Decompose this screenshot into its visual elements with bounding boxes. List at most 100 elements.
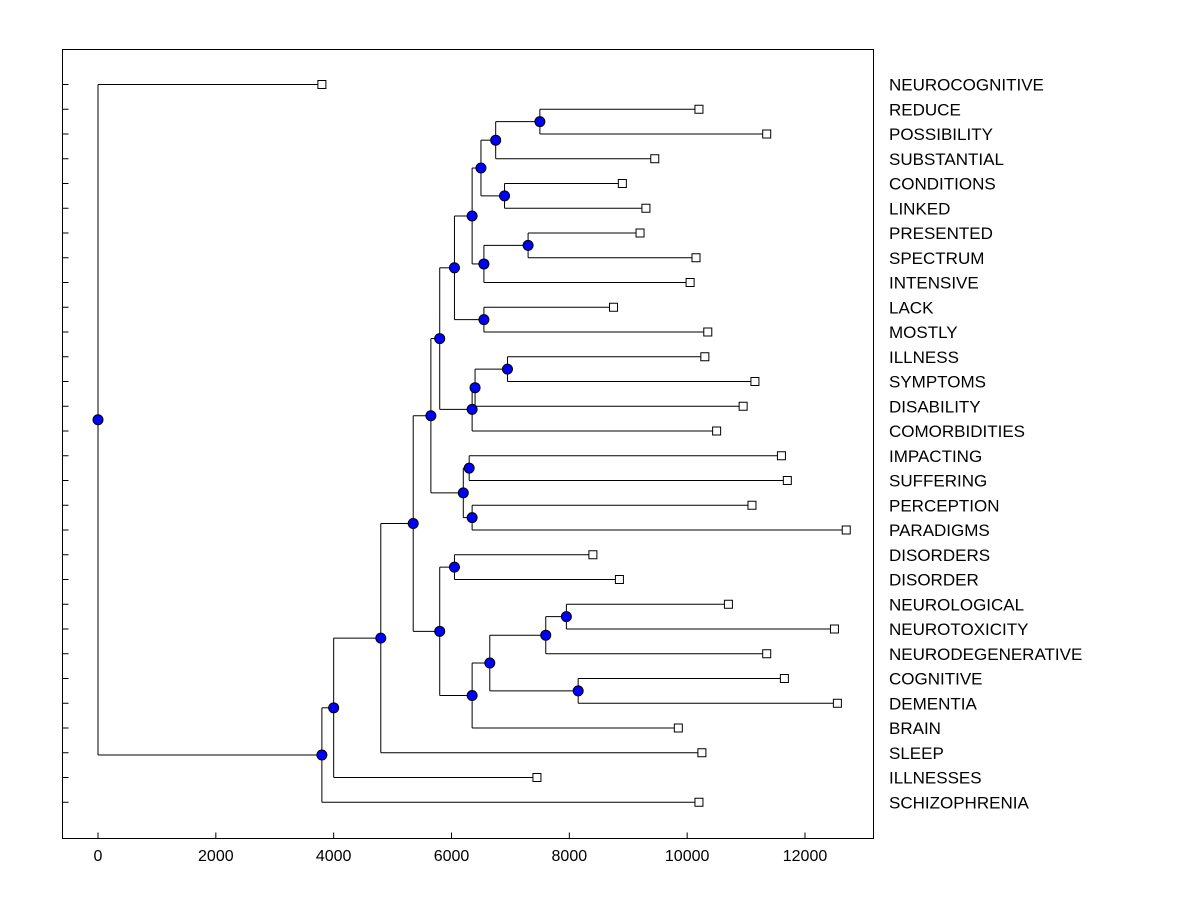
- x-tick-label: 10000: [665, 848, 710, 865]
- leaf-markers: [317, 80, 851, 807]
- leaf-marker: [691, 253, 701, 263]
- merge-node: [407, 518, 419, 530]
- leaf-marker: [694, 797, 704, 807]
- merge-nodes: [92, 116, 584, 761]
- x-tick-label: 12000: [783, 848, 828, 865]
- leaf-marker: [609, 302, 619, 312]
- leaf-marker: [650, 154, 660, 164]
- plot-frame: [62, 49, 874, 839]
- leaf-marker: [588, 550, 598, 560]
- leaf-marker: [614, 575, 624, 584]
- leaf-marker: [779, 674, 789, 683]
- merge-node: [316, 749, 328, 761]
- merge-node: [457, 487, 469, 499]
- leaf-label: DISORDERS: [889, 546, 990, 565]
- leaf-label: NEUROLOGICAL: [889, 595, 1024, 614]
- merge-node: [522, 239, 534, 251]
- merge-node: [434, 333, 446, 345]
- merge-node: [475, 162, 487, 174]
- leaf-marker: [712, 426, 722, 436]
- leaf-marker: [703, 327, 713, 337]
- leaf-label: LACK: [889, 298, 934, 317]
- leaf-label: BRAIN: [889, 719, 941, 738]
- leaf-marker: [635, 228, 645, 238]
- leaf-label: POSSIBILITY: [889, 125, 993, 144]
- leaf-labels: NEUROCOGNITIVE REDUCE POSSIBILITY SUBSTANTI…: [889, 76, 1082, 813]
- leaf-marker: [694, 104, 704, 114]
- leaf-label: NEURODEGENERATIVE: [889, 645, 1082, 664]
- leaf-marker: [738, 401, 748, 411]
- leaf-marker: [782, 476, 792, 485]
- merge-node: [92, 414, 104, 426]
- leaf-marker: [762, 129, 772, 139]
- leaf-marker: [723, 599, 733, 609]
- leaf-label: MOSTLY: [889, 323, 958, 342]
- leaf-label: INTENSIVE: [889, 274, 979, 293]
- leaf-label: SUFFERING: [889, 472, 987, 491]
- leaf-marker: [532, 773, 542, 782]
- merge-node: [540, 629, 552, 641]
- x-tick-label: 6000: [434, 848, 470, 865]
- merge-node: [328, 702, 340, 714]
- leaf-ticks: [62, 84, 69, 803]
- x-tick-label: 8000: [552, 848, 588, 865]
- leaf-label: REDUCE: [889, 100, 961, 119]
- leaf-label: DEMENTIA: [889, 694, 978, 713]
- merge-node: [499, 190, 511, 202]
- merge-node: [484, 657, 496, 669]
- x-tick-label: 2000: [198, 848, 234, 865]
- leaf-label: PARADIGMS: [889, 521, 990, 540]
- merge-node: [448, 561, 460, 573]
- leaf-marker: [829, 624, 839, 634]
- merge-node: [490, 134, 502, 146]
- leaf-marker: [697, 748, 707, 758]
- merge-node: [469, 382, 481, 394]
- leaf-label: CONDITIONS: [889, 175, 996, 194]
- leaf-label: DISABILITY: [889, 397, 981, 416]
- leaf-marker: [841, 525, 851, 535]
- leaf-marker: [762, 649, 772, 659]
- leaf-label: ILLNESS: [889, 348, 959, 367]
- leaf-marker: [832, 698, 842, 708]
- leaf-marker: [747, 500, 757, 510]
- leaf-marker: [617, 179, 627, 188]
- merge-node: [434, 625, 446, 637]
- leaf-marker: [776, 451, 786, 461]
- merge-node: [448, 262, 460, 274]
- leaf-marker: [700, 352, 710, 362]
- merge-node: [501, 363, 513, 375]
- leaf-label: ILLNESSES: [889, 769, 982, 788]
- merge-node: [572, 685, 584, 697]
- merge-node: [478, 314, 490, 326]
- merge-node: [560, 611, 572, 623]
- leaf-marker: [317, 80, 327, 89]
- x-tick-label: 4000: [316, 848, 352, 865]
- merge-node: [534, 116, 546, 128]
- leaf-label: SYMPTOMS: [889, 373, 986, 392]
- merge-node: [425, 410, 437, 422]
- leaf-label: IMPACTING: [889, 447, 982, 466]
- merge-node: [466, 690, 478, 702]
- merge-node: [375, 632, 387, 644]
- leaf-label: COMORBIDITIES: [889, 422, 1025, 441]
- leaf-label: PRESENTED: [889, 224, 993, 243]
- merge-node: [463, 462, 475, 474]
- leaf-marker: [673, 723, 683, 733]
- leaf-label: SCHIZOPHRENIA: [889, 793, 1029, 812]
- leaf-label: LINKED: [889, 199, 950, 218]
- merge-node: [478, 258, 490, 270]
- merge-node: [466, 512, 478, 524]
- leaf-label: SPECTRUM: [889, 249, 984, 268]
- x-axis-ticks: 0 2000 4000 6000 8000 10000 12000: [94, 832, 828, 865]
- merge-node: [466, 210, 478, 222]
- x-tick-label: 0: [94, 848, 103, 865]
- leaf-label: NEUROCOGNITIVE: [889, 76, 1044, 95]
- leaf-label: SUBSTANTIAL: [889, 150, 1004, 169]
- leaf-marker: [641, 203, 651, 213]
- leaf-label: SLEEP: [889, 744, 944, 763]
- leaf-label: COGNITIVE: [889, 670, 983, 689]
- leaf-marker: [685, 278, 695, 287]
- leaf-label: NEUROTOXICITY: [889, 620, 1028, 639]
- merge-node: [466, 403, 478, 415]
